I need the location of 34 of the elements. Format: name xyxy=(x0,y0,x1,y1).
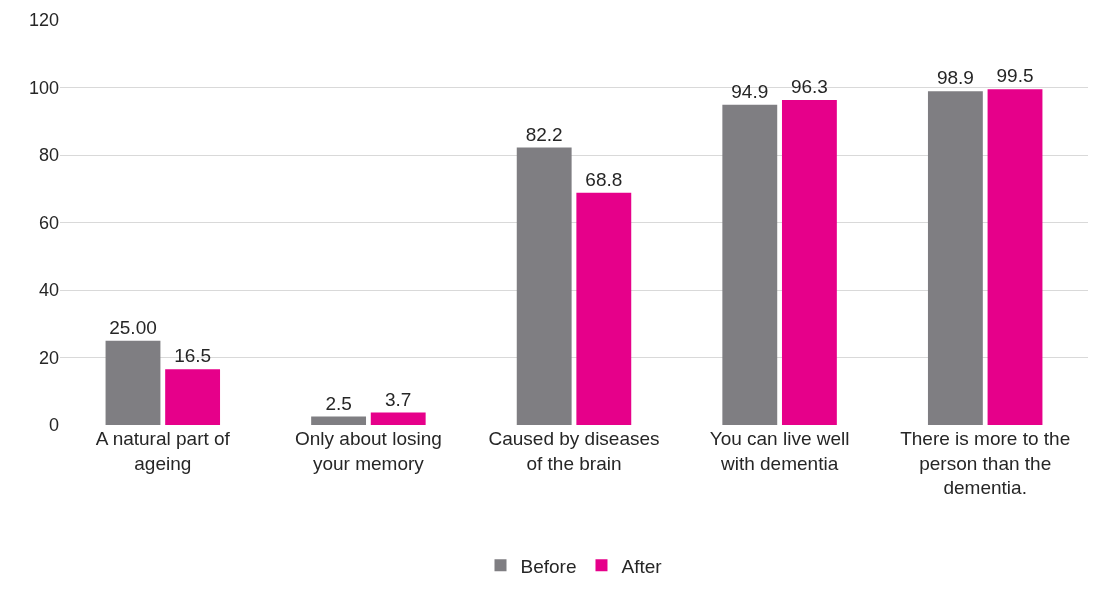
data-label: 94.9 xyxy=(731,80,769,102)
x-tick-label: Only about losing your memory xyxy=(294,428,442,474)
data-label: 25.00 xyxy=(109,316,157,338)
bar xyxy=(311,416,367,425)
data-label: 16.5 xyxy=(174,345,212,367)
y-tick-label: 20 xyxy=(38,347,59,368)
data-label: 68.8 xyxy=(585,168,623,190)
bar xyxy=(370,412,426,425)
data-label: 3.7 xyxy=(385,388,412,410)
bar xyxy=(722,104,778,425)
y-tick-label: 100 xyxy=(28,77,59,98)
x-tick-label: There is more to the person than the dementia. xyxy=(900,428,1071,499)
bar xyxy=(576,192,632,425)
legend-label: After xyxy=(621,555,663,577)
x-tick-label: Caused by diseases of the brain xyxy=(488,428,660,474)
y-tick-label: 60 xyxy=(38,212,59,233)
x-tick-label: You can live well with dementia xyxy=(709,428,850,474)
bar xyxy=(516,147,572,425)
bar xyxy=(165,369,221,425)
bar xyxy=(105,340,161,425)
data-label: 98.9 xyxy=(936,67,974,89)
x-tick-label: A natural part of ageing xyxy=(95,428,231,474)
data-label: 2.5 xyxy=(325,392,352,414)
legend-label: Before xyxy=(520,555,577,577)
y-tick-label: 80 xyxy=(38,145,59,166)
y-tick-label: 0 xyxy=(48,415,59,436)
y-tick-label: 120 xyxy=(28,10,59,31)
data-label: 96.3 xyxy=(790,75,828,97)
bar xyxy=(927,91,983,425)
bar xyxy=(781,99,837,425)
bar xyxy=(987,89,1043,425)
data-label: 82.2 xyxy=(525,123,563,145)
y-tick-label: 40 xyxy=(38,280,59,301)
data-label: 99.5 xyxy=(996,65,1034,87)
